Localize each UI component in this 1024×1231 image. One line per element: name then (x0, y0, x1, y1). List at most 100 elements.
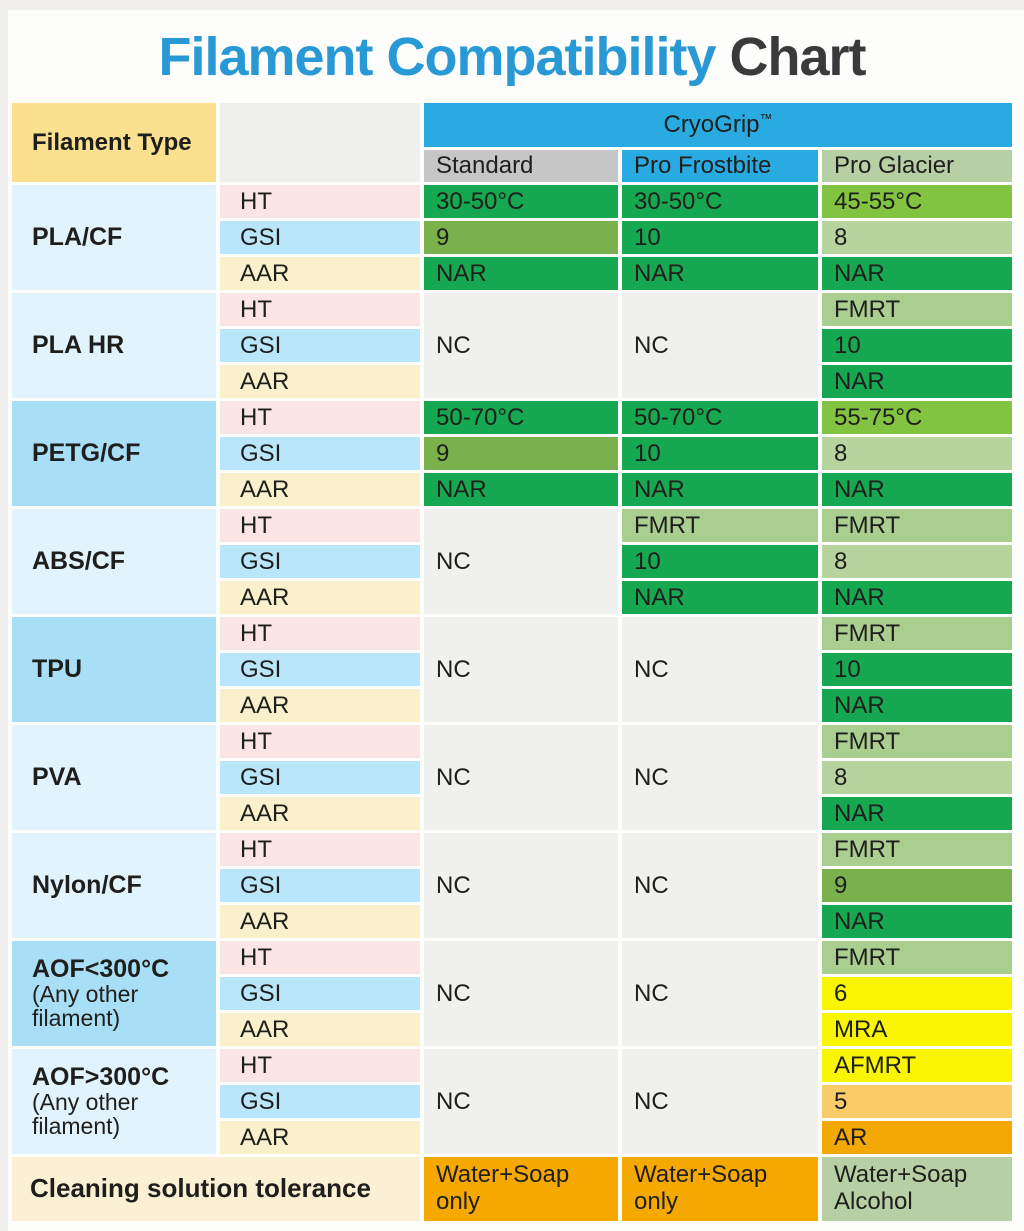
filament-note: (Any other filament) (32, 1088, 139, 1139)
petg-cf-standard-gsi: 9 (424, 437, 618, 470)
filament-note: (Any other filament) (32, 980, 139, 1031)
column-header-pro-glacier: Pro Glacier (822, 150, 1012, 182)
tpu-standard-value: NC (424, 617, 618, 722)
nylon-cf-glacier-aar: NAR (822, 905, 1012, 938)
aof-300-c-metric-aar: AAR (220, 1121, 420, 1154)
cleaning-tolerance-label: Cleaning solution tolerance (12, 1157, 420, 1221)
pla-cf-glacier-gsi: 8 (822, 221, 1012, 254)
filament-label-nylon-cf: Nylon/CF (12, 833, 216, 938)
petg-cf-standard-ht: 50-70°C (424, 401, 618, 434)
abs-cf-glacier-gsi: 8 (822, 545, 1012, 578)
pla-cf-standard-aar: NAR (424, 257, 618, 290)
pla-cf-standard-gsi: 9 (424, 221, 618, 254)
pva-metric-aar: AAR (220, 797, 420, 830)
pla-hr-metric-ht: HT (220, 293, 420, 326)
petg-cf-glacier-aar: NAR (822, 473, 1012, 506)
nylon-cf-metric-ht: HT (220, 833, 420, 866)
pla-cf-metric-gsi: GSI (220, 221, 420, 254)
filament-name: PETG/CF (32, 439, 141, 468)
nylon-cf-metric-aar: AAR (220, 905, 420, 938)
abs-cf-frostbite-aar: NAR (622, 581, 818, 614)
pva-glacier-gsi: 8 (822, 761, 1012, 794)
nylon-cf-glacier-gsi: 9 (822, 869, 1012, 902)
tpu-metric-ht: HT (220, 617, 420, 650)
filament-label-abs-cf: ABS/CF (12, 509, 216, 614)
pla-cf-metric-ht: HT (220, 185, 420, 218)
filament-type-header: Filament Type (12, 103, 216, 182)
filament-name: Nylon/CF (32, 871, 142, 900)
petg-cf-glacier-ht: 55-75°C (822, 401, 1012, 434)
aof-300-c-frostbite-value: NC (622, 1049, 818, 1154)
abs-cf-standard-value: NC (424, 509, 618, 614)
filament-label-pla-hr: PLA HR (12, 293, 216, 398)
column-header-standard: Standard (424, 150, 618, 182)
abs-cf-metric-gsi: GSI (220, 545, 420, 578)
pla-hr-glacier-ht: FMRT (822, 293, 1012, 326)
nylon-cf-frostbite-value: NC (622, 833, 818, 938)
filament-name: TPU (32, 655, 82, 684)
pva-metric-ht: HT (220, 725, 420, 758)
pla-cf-glacier-ht: 45-55°C (822, 185, 1012, 218)
aof-300-c-glacier-aar: MRA (822, 1013, 1012, 1046)
tpu-glacier-ht: FMRT (822, 617, 1012, 650)
aof-300-c-metric-aar: AAR (220, 1013, 420, 1046)
cleaning-tolerance-value-pro-glacier: Water+Soap Alcohol (822, 1157, 1012, 1221)
filament-label-petg-cf: PETG/CF (12, 401, 216, 506)
cleaning-tolerance-value-standard: Water+Soap only (424, 1157, 618, 1221)
aof-300-c-glacier-gsi: 5 (822, 1085, 1012, 1118)
tpu-metric-aar: AAR (220, 689, 420, 722)
tpu-metric-gsi: GSI (220, 653, 420, 686)
pva-glacier-aar: NAR (822, 797, 1012, 830)
petg-cf-metric-gsi: GSI (220, 437, 420, 470)
filament-name: PLA/CF (32, 223, 123, 252)
petg-cf-frostbite-gsi: 10 (622, 437, 818, 470)
abs-cf-glacier-ht: FMRT (822, 509, 1012, 542)
aof-300-c-metric-gsi: GSI (220, 1085, 420, 1118)
filament-label-aof-300-c: AOF<300°C (Any other filament) (12, 941, 216, 1046)
pla-cf-frostbite-aar: NAR (622, 257, 818, 290)
filament-label-pva: PVA (12, 725, 216, 830)
aof-300-c-metric-ht: HT (220, 1049, 420, 1082)
aof-300-c-standard-value: NC (424, 1049, 618, 1154)
aof-300-c-glacier-ht: AFMRT (822, 1049, 1012, 1082)
page-edge-left (0, 0, 8, 1231)
pla-hr-glacier-gsi: 10 (822, 329, 1012, 362)
pva-standard-value: NC (424, 725, 618, 830)
abs-cf-frostbite-gsi: 10 (622, 545, 818, 578)
pla-cf-glacier-aar: NAR (822, 257, 1012, 290)
aof-300-c-metric-gsi: GSI (220, 977, 420, 1010)
petg-cf-glacier-gsi: 8 (822, 437, 1012, 470)
title-main: Filament Compatibility (158, 27, 716, 87)
pva-metric-gsi: GSI (220, 761, 420, 794)
nylon-cf-glacier-ht: FMRT (822, 833, 1012, 866)
aof-300-c-glacier-ht: FMRT (822, 941, 1012, 974)
filament-name: AOF>300°C (32, 1063, 170, 1092)
tpu-glacier-aar: NAR (822, 689, 1012, 722)
aof-300-c-glacier-gsi: 6 (822, 977, 1012, 1010)
abs-cf-metric-aar: AAR (220, 581, 420, 614)
trademark-symbol: ™ (759, 111, 773, 126)
metric-column-header-empty (220, 103, 420, 182)
aof-300-c-frostbite-value: NC (622, 941, 818, 1046)
petg-cf-metric-ht: HT (220, 401, 420, 434)
pla-cf-frostbite-gsi: 10 (622, 221, 818, 254)
petg-cf-frostbite-ht: 50-70°C (622, 401, 818, 434)
page-edge-top (0, 0, 1024, 10)
filament-label-tpu: TPU (12, 617, 216, 722)
tpu-frostbite-value: NC (622, 617, 818, 722)
nylon-cf-metric-gsi: GSI (220, 869, 420, 902)
pla-hr-standard-value: NC (424, 293, 618, 398)
aof-300-c-glacier-aar: AR (822, 1121, 1012, 1154)
petg-cf-frostbite-aar: NAR (622, 473, 818, 506)
abs-cf-glacier-aar: NAR (822, 581, 1012, 614)
page-title: Filament Compatibility Chart (0, 26, 1024, 88)
filament-label-aof-300-c: AOF>300°C (Any other filament) (12, 1049, 216, 1154)
petg-cf-metric-aar: AAR (220, 473, 420, 506)
filament-name: PLA HR (32, 331, 125, 360)
title-suffix: Chart (729, 27, 867, 87)
cleaning-tolerance-value-pro-frostbite: Water+Soap only (622, 1157, 818, 1221)
pla-cf-metric-aar: AAR (220, 257, 420, 290)
pla-cf-standard-ht: 30-50°C (424, 185, 618, 218)
pla-hr-metric-aar: AAR (220, 365, 420, 398)
pla-hr-glacier-aar: NAR (822, 365, 1012, 398)
